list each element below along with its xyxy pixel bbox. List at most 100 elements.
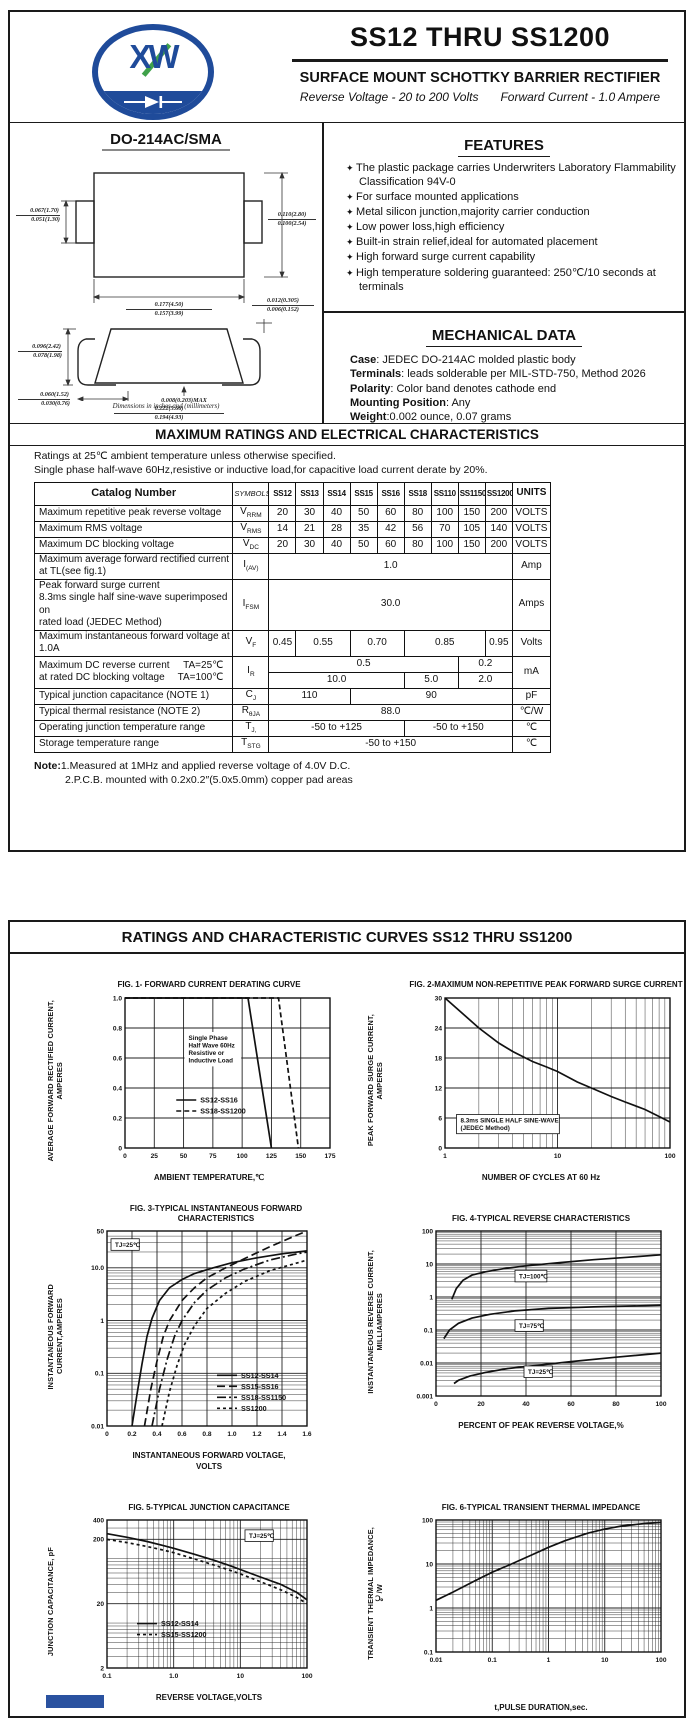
figure-6-plot: 0.01 0.1 1 10 100 0.1 1 10 100 — [402, 1512, 675, 1675]
svg-text:10: 10 — [426, 1262, 434, 1269]
footer-brand-bar — [46, 1695, 104, 1708]
figure-4: FIG. 4-TYPICAL REVERSE CHARACTERISTICS I… — [366, 1203, 694, 1472]
figure-2: FIG. 2-MAXIMUM NON-REPETITIVE PEAK FORWA… — [366, 970, 694, 1183]
company-logo: XW — [92, 24, 214, 120]
svg-text:50: 50 — [97, 1229, 105, 1236]
note-2: 2.P.C.B. mounted with 0.2x0.2″(5.0x5.0mm… — [65, 774, 353, 787]
table-row-vrms: Maximum RMS voltage VRMS 14 21 28 35 42 56 70 1… — [33, 520, 552, 538]
figure-5-plot: TJ=25℃ SS12-SS14 SS15-SS1200 0.1 1.0 10 100 2 20… — [73, 1512, 321, 1691]
svg-text:0.8: 0.8 — [113, 1025, 122, 1032]
svg-text:0.2: 0.2 — [113, 1115, 122, 1122]
part-header: SS15 — [349, 481, 378, 506]
svg-text:60: 60 — [567, 1401, 575, 1408]
svg-text:TJ=25℃: TJ=25℃ — [528, 1369, 553, 1376]
table-row-ir2: 10.0 5.0 2.0 — [35, 671, 551, 689]
svg-text:25: 25 — [151, 1153, 159, 1160]
svg-text:SS1200: SS1200 — [241, 1404, 267, 1413]
svg-text:100: 100 — [301, 1673, 312, 1680]
datasheet-page-1: XW SS12 THRU SS1200 SURFACE MOUNT SCHOTT… — [8, 10, 686, 852]
mechanical-row: Case: JEDEC DO-214AC molded plastic body — [350, 354, 576, 366]
svg-text:SS18-SS1150: SS18-SS1150 — [241, 1393, 286, 1402]
svg-text:2: 2 — [100, 1665, 104, 1672]
figure-1-xlabel: AMBIENT TEMPERATURE,℃ — [153, 1173, 265, 1182]
svg-text:TJ=100℃: TJ=100℃ — [519, 1274, 548, 1281]
column-divider — [322, 123, 324, 423]
table-row-tj: Operating junction temperature range TJ,… — [33, 719, 552, 737]
svg-text:0.2: 0.2 — [127, 1431, 136, 1438]
curves-banner: RATINGS AND CHARACTERISTIC CURVES SS12 T… — [10, 922, 684, 954]
svg-text:10: 10 — [601, 1657, 609, 1664]
svg-text:1: 1 — [429, 1295, 433, 1302]
subtitle: SURFACE MOUNT SCHOTTKY BARRIER RECTIFIER — [299, 69, 661, 86]
svg-text:12: 12 — [435, 1085, 443, 1092]
svg-text:100: 100 — [237, 1153, 248, 1160]
svg-text:10: 10 — [237, 1673, 245, 1680]
tagline-forward-current: Forward Current - 1.0 Ampere — [500, 89, 661, 104]
figure-5-ylabel: JUNCTION CAPACITANCE, pF — [46, 1547, 55, 1657]
svg-text:0.1: 0.1 — [424, 1328, 433, 1335]
part-header: SS13 — [295, 481, 324, 506]
svg-text:50: 50 — [180, 1153, 188, 1160]
dim-standoff: 0.008(0.203)MAX — [161, 397, 207, 404]
table-row-rthja: Typical thermal resistance (NOTE 2) RθJA… — [33, 703, 552, 721]
tagline-reverse-voltage: Reverse Voltage - 20 to 200 Volts — [299, 89, 479, 104]
svg-text:1: 1 — [429, 1605, 433, 1612]
title-block: SS12 THRU SS1200 SURFACE MOUNT SCHOTTKY … — [282, 22, 678, 104]
svg-text:10.0: 10.0 — [91, 1266, 104, 1273]
svg-text:TJ=75℃: TJ=75℃ — [519, 1323, 544, 1330]
svg-text:1.0: 1.0 — [113, 995, 122, 1002]
svg-text:20: 20 — [477, 1401, 485, 1408]
figure-grid: FIG. 1- FORWARD CURRENT DERATING CURVE A… — [10, 954, 684, 1714]
dim-body-width: 0.177(4.50) 0.157(3.99) — [126, 301, 212, 318]
ratings-intro: Ratings at 25℃ ambient temperature unles… — [34, 450, 676, 478]
logo-letters: XW — [129, 38, 179, 75]
part-header: SS12 — [268, 481, 297, 506]
table-row-iav: Maximum average forward rectified curren… — [33, 552, 552, 580]
dim-pad-length: 0.060(1.52) 0.030(0.76) — [18, 391, 70, 408]
svg-text:SS12-SS14: SS12-SS14 — [161, 1619, 199, 1628]
figure-3-ylabel: INSTANTANEOUS FORWARD CURRENT,AMPERES — [46, 1283, 64, 1390]
table-row-tstg: Storage temperature range TSTG -50 to +1… — [33, 735, 552, 753]
features-list: The plastic package carries Underwriters… — [324, 161, 684, 294]
svg-text:6: 6 — [438, 1115, 442, 1122]
feature-item: Built-in strain relief,ideal for automat… — [346, 235, 676, 249]
drawing-caption: Dimensions in inches and (millimeters) — [112, 403, 220, 410]
features-mechanical-divider — [324, 311, 684, 313]
svg-text:1: 1 — [547, 1657, 551, 1664]
svg-text:SS18-SS1200: SS18-SS1200 — [200, 1107, 246, 1116]
page-title: SS12 THRU SS1200 — [349, 22, 611, 52]
part-header: SS18 — [403, 481, 432, 506]
table-row-vdc: Maximum DC blocking voltage VDC 20 30 40 50… — [33, 536, 552, 554]
svg-text:0: 0 — [105, 1431, 109, 1438]
svg-text:400: 400 — [93, 1517, 104, 1524]
ratings-table: Catalog Number SYMBOLS SS12 SS13 SS14 SS… — [33, 481, 552, 753]
svg-text:0.1: 0.1 — [95, 1371, 104, 1378]
figure-4-plot: TJ=100℃ TJ=75℃ TJ=25℃ 0 20 40 60 80 100 0.001 0.01… — [402, 1223, 675, 1419]
figure-3-plot: TJ=25℃ SS12-SS14 SS15-SS16 SS18-SS1150 SS120… — [73, 1223, 321, 1449]
units-header: UNITS — [511, 481, 552, 506]
figure-6: FIG. 6-TYPICAL TRANSIENT THERMAL IMPEDAN… — [366, 1492, 694, 1713]
table-notes: Note:1.Measured at 1MHz and applied reve… — [34, 759, 676, 788]
svg-text:1.6: 1.6 — [302, 1431, 311, 1438]
figure-1: FIG. 1- FORWARD CURRENT DERATING CURVE A… — [46, 970, 352, 1183]
svg-text:18: 18 — [435, 1055, 443, 1062]
header: XW SS12 THRU SS1200 SURFACE MOUNT SCHOTT… — [10, 12, 684, 123]
table-header-row: Catalog Number SYMBOLS SS12 SS13 SS14 SS… — [33, 481, 552, 506]
package-outline-section: DO-214AC/SMA — [10, 123, 322, 423]
svg-text:(JEDEC Method): (JEDEC Method) — [461, 1125, 510, 1132]
svg-text:TJ=25℃: TJ=25℃ — [249, 1533, 274, 1540]
title-rule — [292, 59, 668, 62]
logo-diode-band — [98, 91, 208, 114]
figure-3: FIG. 3-TYPICAL INSTANTANEOUS FORWARD CHA… — [46, 1203, 352, 1472]
feature-item: The plastic package carries Underwriters… — [346, 161, 676, 189]
part-header: SS14 — [322, 481, 351, 506]
figure-3-title: FIG. 3-TYPICAL INSTANTANEOUS FORWARD CHA… — [129, 1204, 303, 1223]
svg-text:Half Wave 60Hz: Half Wave 60Hz — [189, 1043, 235, 1050]
figure-4-title: FIG. 4-TYPICAL REVERSE CHARACTERISTICS — [451, 1213, 631, 1223]
svg-text:0.4: 0.4 — [152, 1431, 161, 1438]
svg-text:75: 75 — [209, 1153, 217, 1160]
symbols-header: SYMBOLS — [232, 481, 270, 506]
svg-text:SS15-SS1200: SS15-SS1200 — [161, 1630, 207, 1639]
svg-text:SS12-SS14: SS12-SS14 — [241, 1371, 279, 1380]
